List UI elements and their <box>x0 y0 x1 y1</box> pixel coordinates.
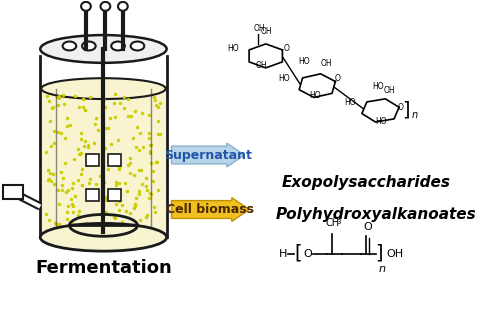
Text: OH: OH <box>386 249 404 259</box>
Text: O: O <box>284 44 289 53</box>
Bar <box>86 189 99 201</box>
Ellipse shape <box>62 42 76 50</box>
Text: Fermentation: Fermentation <box>35 259 172 277</box>
Bar <box>86 154 99 166</box>
Ellipse shape <box>81 2 91 11</box>
Text: HO: HO <box>298 57 310 66</box>
Ellipse shape <box>82 42 96 50</box>
Text: Exopolysaccharides: Exopolysaccharides <box>282 175 450 190</box>
Text: Cell biomass: Cell biomass <box>166 203 254 216</box>
Text: Polyhydroxyalkanoates: Polyhydroxyalkanoates <box>275 207 476 222</box>
FancyArrow shape <box>172 143 244 167</box>
Text: OH: OH <box>384 86 395 95</box>
Text: O: O <box>335 74 340 83</box>
Text: O: O <box>304 249 312 259</box>
Text: O: O <box>363 222 372 232</box>
Text: OH: OH <box>254 24 266 33</box>
Text: OH: OH <box>261 27 272 36</box>
Text: O: O <box>398 103 404 112</box>
Text: 3: 3 <box>336 219 341 225</box>
Ellipse shape <box>40 223 166 251</box>
Text: OH: OH <box>320 59 332 68</box>
Text: OH: OH <box>256 61 268 70</box>
Text: CH: CH <box>325 218 339 228</box>
Ellipse shape <box>100 2 110 11</box>
FancyArrow shape <box>172 197 249 221</box>
Ellipse shape <box>41 78 166 99</box>
Ellipse shape <box>40 35 166 63</box>
Text: ]: ] <box>376 244 383 262</box>
Text: HO: HO <box>310 91 321 100</box>
Text: HO: HO <box>372 81 384 91</box>
Bar <box>41 89 166 237</box>
Text: HO: HO <box>376 117 387 126</box>
Bar <box>108 154 121 166</box>
Text: [: [ <box>294 244 302 262</box>
Text: Supernatant: Supernatant <box>164 149 252 161</box>
Text: n: n <box>378 264 386 274</box>
Bar <box>108 189 121 201</box>
Text: HO: HO <box>344 99 356 108</box>
Bar <box>4 185 23 199</box>
Text: HO: HO <box>278 74 290 83</box>
Text: n: n <box>412 110 418 120</box>
Ellipse shape <box>130 42 144 50</box>
Text: HO: HO <box>227 44 238 53</box>
Text: H: H <box>278 249 287 259</box>
Ellipse shape <box>111 42 125 50</box>
Text: ]: ] <box>402 100 409 119</box>
Ellipse shape <box>118 2 128 11</box>
